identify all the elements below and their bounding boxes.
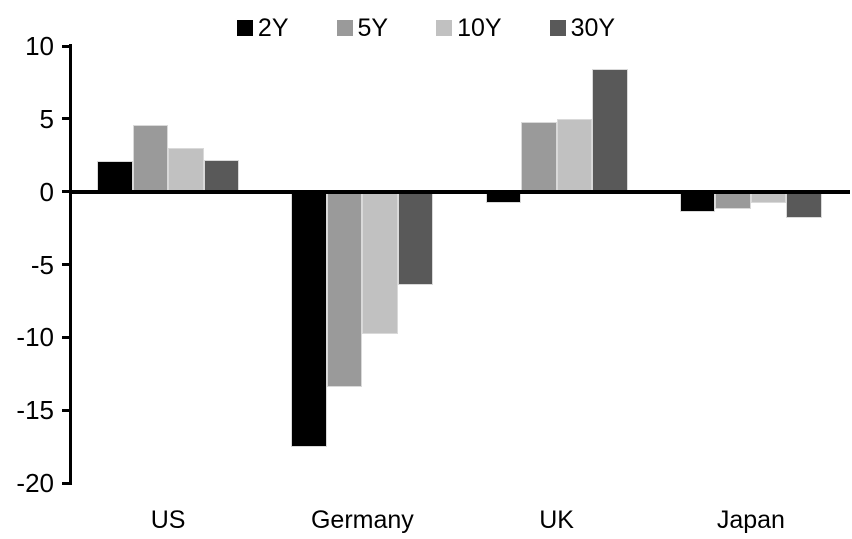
legend-item-2y: 2Y <box>236 13 289 42</box>
x-axis-label-germany: Germany <box>310 506 414 534</box>
bar-uk-10y <box>556 118 593 192</box>
y-axis-tick-label: 10 <box>25 31 54 61</box>
legend-label: 30Y <box>570 13 616 42</box>
legend-label: 2Y <box>257 13 289 42</box>
legend-swatch-icon <box>549 20 566 36</box>
legend-swatch-icon <box>336 20 353 36</box>
legend-label: 10Y <box>457 13 502 42</box>
legend: 2Y 5Y 10Y 30Y <box>0 10 852 46</box>
y-axis-tick-label: -10 <box>16 322 54 353</box>
legend-swatch-icon <box>436 20 453 36</box>
bar-germany-10y <box>362 191 398 335</box>
y-axis-tick-label: -20 <box>16 468 54 498</box>
x-axis-label-uk: UK <box>539 506 574 534</box>
bar-japan-2y <box>679 191 716 213</box>
x-axis-label-us: US <box>150 506 186 534</box>
legend-label: 5Y <box>357 13 389 42</box>
y-axis-tick-label: -15 <box>16 395 54 426</box>
bar-germany-5y <box>326 191 363 387</box>
bar-us-30y <box>203 159 240 192</box>
y-axis-tick <box>62 190 71 194</box>
y-axis-tick <box>62 117 71 121</box>
bar-us-10y <box>168 147 204 192</box>
bar-us-2y <box>97 161 133 192</box>
y-axis-tick <box>62 408 71 412</box>
y-axis-tick <box>62 335 71 339</box>
x-axis-label-japan: Japan <box>716 506 785 534</box>
legend-item-30y: 30Y <box>549 13 616 42</box>
bar-uk-5y <box>521 121 557 192</box>
bar-japan-5y <box>715 191 751 210</box>
y-axis-tick <box>62 263 71 266</box>
legend-item-5y: 5Y <box>336 13 389 42</box>
bar-germany-30y <box>397 191 434 285</box>
bar-uk-30y <box>592 69 628 192</box>
y-axis-tick <box>62 44 71 48</box>
bar-germany-2y <box>291 191 327 447</box>
legend-swatch-icon <box>236 20 253 36</box>
y-axis-tick-label: 0 <box>39 176 54 207</box>
bar-japan-30y <box>786 191 822 218</box>
zero-baseline <box>69 189 850 194</box>
y-axis-tick-label: -5 <box>30 249 54 280</box>
y-axis-tick-label: 5 <box>39 103 54 134</box>
bar-us-5y <box>132 124 169 192</box>
legend-item-10y: 10Y <box>436 13 502 42</box>
y-axis-tick <box>62 481 71 485</box>
